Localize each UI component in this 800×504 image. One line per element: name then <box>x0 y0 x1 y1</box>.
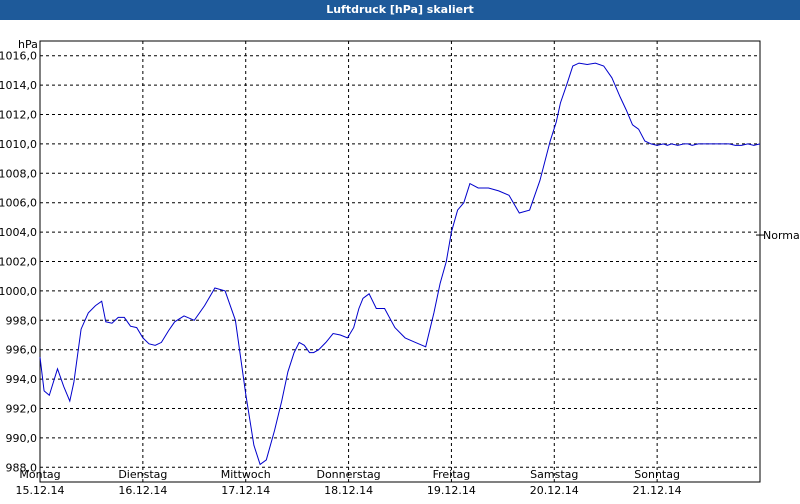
x-tick-day-label: Freitag <box>433 468 471 481</box>
reference-marker: Normal <box>756 229 800 242</box>
y-tick-label: 1012,0 <box>0 109 37 122</box>
x-tick-day-label: Dienstag <box>118 468 167 481</box>
x-tick-date-label: 20.12.14 <box>530 484 579 497</box>
x-tick-day-label: Montag <box>19 468 60 481</box>
y-tick-label: 988,0 <box>6 461 38 474</box>
chart-title: Luftdruck [hPa] skaliert <box>326 3 474 16</box>
x-tick-date-label: 17.12.14 <box>221 484 270 497</box>
y-tick-label: 1008,0 <box>0 167 37 180</box>
y-tick-label: 1004,0 <box>0 226 37 239</box>
pressure-chart: 988,0 990,0 992,0 994,0 996,0 998,0 1000,0 1002… <box>0 38 800 497</box>
x-tick-date-label: 19.12.14 <box>427 484 476 497</box>
x-tick-date-label: 21.12.14 <box>633 484 682 497</box>
x-tick-day-label: Donnerstag <box>316 468 380 481</box>
y-tick-label: 1014,0 <box>0 79 37 92</box>
y-tick-label: 994,0 <box>6 373 38 386</box>
x-axis-labels: Montag 15.12.14 Dienstag 16.12.14 Mittwoch 17… <box>16 468 682 497</box>
y-tick-label: 1016,0 <box>0 50 37 63</box>
y-tick-label: 1000,0 <box>0 285 37 298</box>
y-tick-label: 996,0 <box>6 344 38 357</box>
plot-frame <box>39 40 761 483</box>
y-tick-label: 992,0 <box>6 403 38 416</box>
y-axis-label: hPa <box>18 38 38 51</box>
y-tick-label: 1006,0 <box>0 197 37 210</box>
reference-label: Normal <box>763 229 800 242</box>
x-tick-day-label: Sonntag <box>634 468 680 481</box>
x-tick-day-label: Mittwoch <box>221 468 271 481</box>
x-tick-date-label: 15.12.14 <box>16 484 65 497</box>
chart-title-bar: Luftdruck [hPa] skaliert <box>0 0 800 20</box>
pressure-series-line <box>39 62 761 466</box>
chart-area: 988,0 990,0 992,0 994,0 996,0 998,0 1000,0 1002… <box>0 20 800 500</box>
x-tick-date-label: 16.12.14 <box>118 484 167 497</box>
y-tick-label: 1002,0 <box>0 256 37 269</box>
x-tick-date-label: 18.12.14 <box>324 484 373 497</box>
y-tick-label: 998,0 <box>6 314 38 327</box>
y-tick-label: 990,0 <box>6 432 38 445</box>
y-tick-label: 1010,0 <box>0 138 37 151</box>
grid-lines <box>40 41 760 482</box>
y-axis-ticks: 988,0 990,0 992,0 994,0 996,0 998,0 1000,0 1002… <box>0 50 37 475</box>
x-tick-day-label: Samstag <box>530 468 578 481</box>
series-layer <box>39 62 761 466</box>
